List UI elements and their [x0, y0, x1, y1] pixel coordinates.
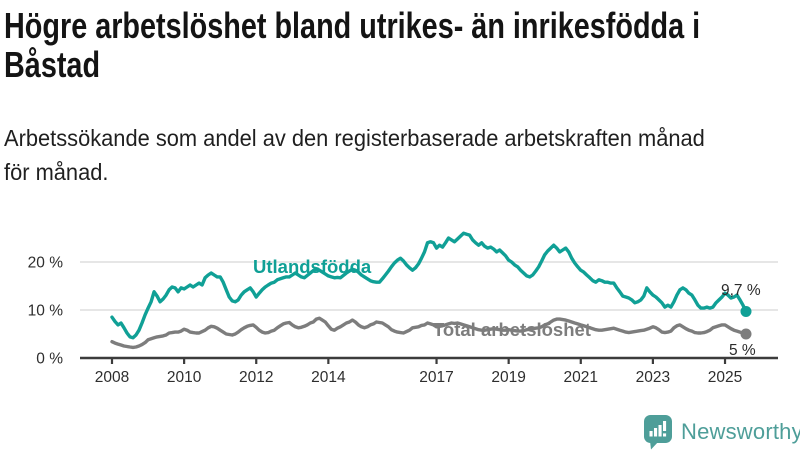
newsworthy-wordmark: Newsworthy: [681, 419, 800, 444]
series-label-total-arbetsl-shet: Total arbetslöshet: [433, 319, 591, 340]
chart-title-line-1: Högre arbetslöshet bland utrikes- än inr…: [4, 5, 701, 46]
end-value-label-total-arbetsl-shet: 5 %: [729, 342, 756, 359]
chart-subtitle-line-1: Arbetssökande som andel av den registerb…: [4, 125, 705, 151]
series-endpoint-total-arbetsl-shet: [740, 328, 752, 340]
newsworthy-logo: Newsworthy: [643, 414, 800, 450]
y-tick-label-10: 10 %: [28, 303, 64, 320]
x-tick-label-2010: 2010: [167, 369, 202, 386]
chart-title-line-2: Båstad: [4, 44, 101, 85]
y-tick-label-20: 20 %: [28, 255, 64, 272]
x-tick-label-2012: 2012: [239, 369, 273, 386]
chart-subtitle-line-2: för månad.: [4, 159, 109, 185]
series-label-utlandsf-dda: Utlandsfödda: [253, 256, 372, 277]
y-tick-label-0: 0 %: [36, 351, 63, 368]
chart-subtitle: Arbetssökande som andel av den registerb…: [4, 121, 705, 189]
x-tick-label-2023: 2023: [636, 369, 670, 386]
x-tick-label-2019: 2019: [491, 369, 525, 386]
x-tick-label-2021: 2021: [564, 369, 598, 386]
chart-title: Högre arbetslöshet bland utrikes- än inr…: [4, 6, 700, 84]
series-endpoint-utlandsf-dda: [740, 305, 752, 317]
x-tick-label-2017: 2017: [419, 369, 453, 386]
end-value-label-utlandsf-dda: 9,7 %: [721, 282, 761, 299]
x-tick-label-2008: 2008: [95, 369, 129, 386]
series-line-utlandsf-dda: [110, 231, 748, 340]
bar-chart-speech-bubble-icon: [644, 415, 672, 450]
x-tick-label-2014: 2014: [311, 369, 346, 386]
series-line-total-arbetsl-shet: [110, 316, 748, 350]
x-tick-label-2025: 2025: [708, 369, 742, 386]
